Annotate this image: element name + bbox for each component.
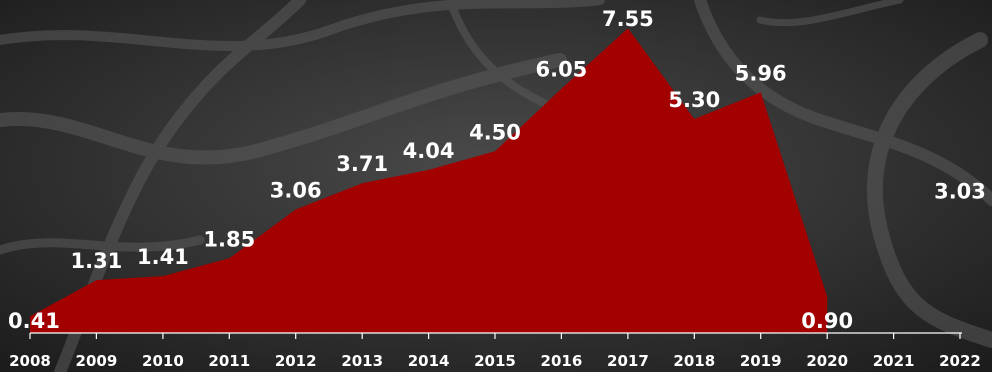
x-tick-label-2019: 2019 <box>740 352 782 370</box>
value-label-2017: 7.55 <box>602 7 654 31</box>
x-tick-label-2009: 2009 <box>76 352 118 370</box>
value-label-2014: 4.04 <box>403 139 455 163</box>
area-segment-1 <box>30 28 828 333</box>
x-tick-label-2014: 2014 <box>408 352 450 370</box>
x-tick-label-2008: 2008 <box>9 352 51 370</box>
x-tick-label-2011: 2011 <box>208 352 250 370</box>
x-tick-label-2012: 2012 <box>275 352 317 370</box>
value-label-2020: 0.90 <box>801 309 853 333</box>
area-series <box>30 28 828 333</box>
value-label-2011: 1.85 <box>203 227 255 251</box>
value-label-2016: 6.05 <box>535 58 587 82</box>
value-label-2013: 3.71 <box>336 152 388 176</box>
x-tick-label-2016: 2016 <box>541 352 583 370</box>
x-tick-label-2017: 2017 <box>607 352 649 370</box>
x-tick-label-2018: 2018 <box>673 352 715 370</box>
value-label-2010: 1.41 <box>137 245 189 269</box>
value-label-2018: 5.30 <box>668 88 720 112</box>
value-label-2015: 4.50 <box>469 120 521 144</box>
x-tick-label-2021: 2021 <box>873 352 915 370</box>
value-label-2012: 3.06 <box>270 179 322 203</box>
x-tick-label-2010: 2010 <box>142 352 184 370</box>
x-tick-label-2022: 2022 <box>939 352 981 370</box>
value-label-2022: 3.03 <box>934 180 986 204</box>
x-tick-label-2015: 2015 <box>474 352 516 370</box>
value-label-2019: 5.96 <box>735 61 787 85</box>
x-tick-label-2013: 2013 <box>341 352 383 370</box>
value-label-2008: 0.41 <box>8 309 60 333</box>
x-tick-label-2020: 2020 <box>806 352 848 370</box>
value-label-2009: 1.31 <box>70 249 122 273</box>
